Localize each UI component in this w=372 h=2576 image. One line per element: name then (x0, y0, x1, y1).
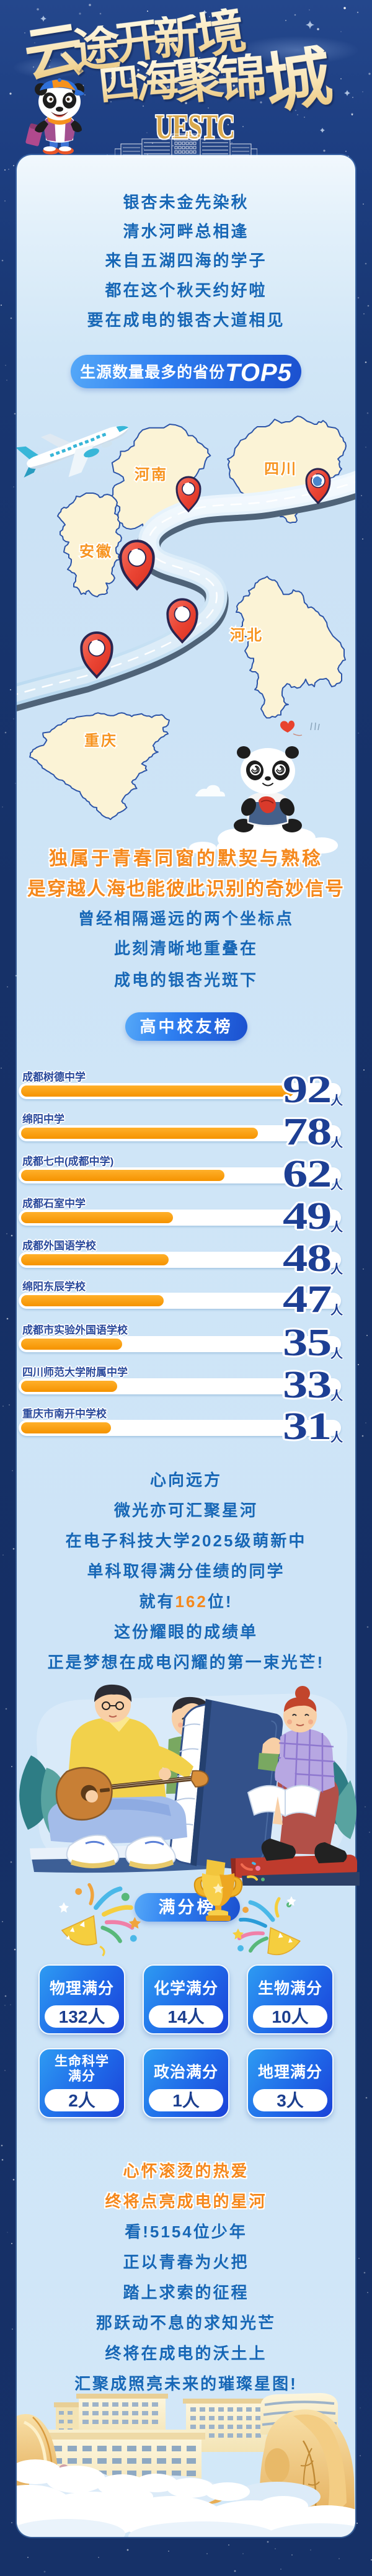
svg-text:河南: 河南 (135, 466, 168, 483)
svg-text:重庆: 重庆 (84, 733, 118, 749)
svg-text:四川: 四川 (264, 461, 298, 478)
svg-text:安徽: 安徽 (79, 543, 113, 560)
svg-text:河北: 河北 (230, 627, 264, 644)
